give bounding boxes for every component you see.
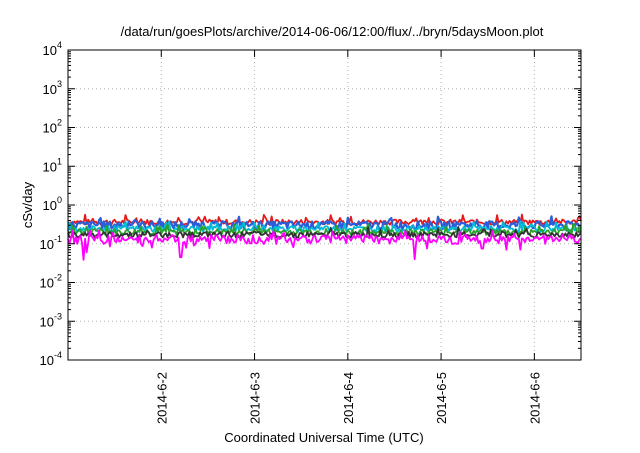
chart-title: /data/run/goesPlots/archive/2014-06-06/1… <box>121 24 544 39</box>
series-line <box>67 226 582 239</box>
series-layer <box>67 213 582 261</box>
y-tick-label: 10-2 <box>40 273 62 291</box>
y-tick-label: 104 <box>43 40 62 58</box>
y-axis: 10-4 10-3 10-2 10-1 100 101 102 103 104 <box>40 40 581 368</box>
series-line <box>67 220 582 233</box>
y-tick-label: 10-4 <box>40 350 62 368</box>
x-tick-label: 2014-6-5 <box>434 372 449 424</box>
x-tick-label: 2014-6-6 <box>527 372 542 424</box>
series-line <box>67 229 582 261</box>
y-tick-label: 102 <box>43 118 62 136</box>
x-tick-label: 2014-6-4 <box>341 372 356 424</box>
y-axis-label: cSv/day <box>20 181 35 228</box>
y-tick-label: 103 <box>43 79 62 97</box>
y-tick-label: 10-3 <box>40 311 62 329</box>
grid <box>68 50 581 360</box>
x-tick-label: 2014-6-3 <box>248 372 263 424</box>
y-tick-label: 10-1 <box>40 234 62 252</box>
x-axis-label: Coordinated Universal Time (UTC) <box>224 430 423 445</box>
y-tick-label: 100 <box>43 195 62 213</box>
y-tick-label: 101 <box>43 156 62 174</box>
x-tick-label: 2014-6-2 <box>154 372 169 424</box>
series-line <box>67 215 582 231</box>
x-axis: 2014-6-2 2014-6-3 2014-6-4 2014-6-5 2014-6-6 <box>154 50 542 424</box>
